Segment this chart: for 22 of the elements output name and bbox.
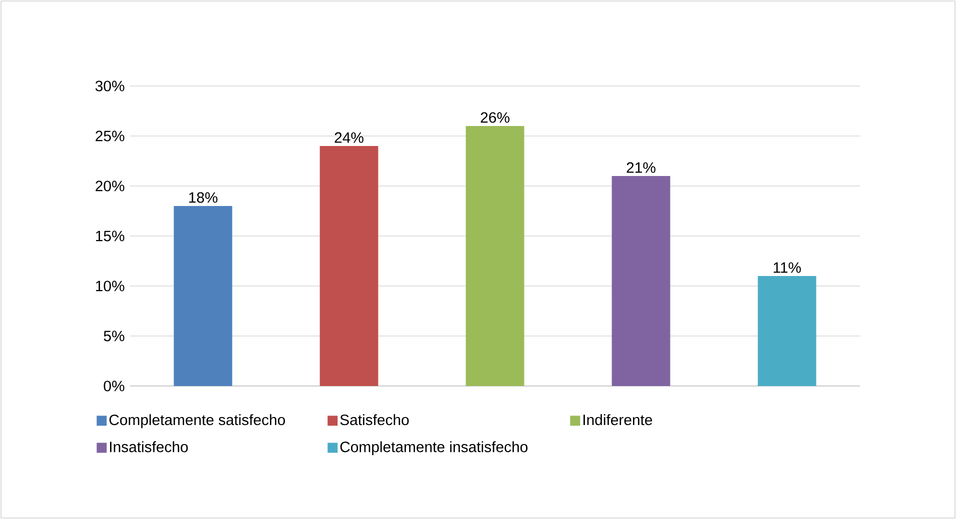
y-tick-label: 10% [96, 280, 124, 292]
legend-label: Satisfecho [340, 414, 409, 426]
bar [758, 276, 816, 386]
bar [612, 176, 670, 386]
y-tick-label: 15% [96, 230, 124, 242]
data-label: 18% [189, 192, 218, 203]
y-tick-label: 20% [96, 180, 124, 192]
legend-label: Indiferente [584, 414, 652, 426]
y-tick-label: 5% [104, 330, 124, 342]
data-label: 21% [626, 162, 656, 173]
bar [174, 206, 232, 386]
data-label: 24% [334, 132, 364, 143]
legend-label: Completamente satisfecho [109, 414, 285, 428]
y-tick-label: 25% [96, 130, 124, 142]
bar [466, 126, 524, 386]
legend-label: Insatisfecho [110, 441, 188, 452]
legend-label: Completamente insatisfecho [340, 441, 528, 456]
data-label: 26% [480, 112, 510, 123]
y-tick-label: 30% [95, 80, 124, 92]
bar [320, 146, 378, 386]
y-tick-label: 0% [104, 380, 124, 392]
data-label: 11% [774, 262, 801, 273]
